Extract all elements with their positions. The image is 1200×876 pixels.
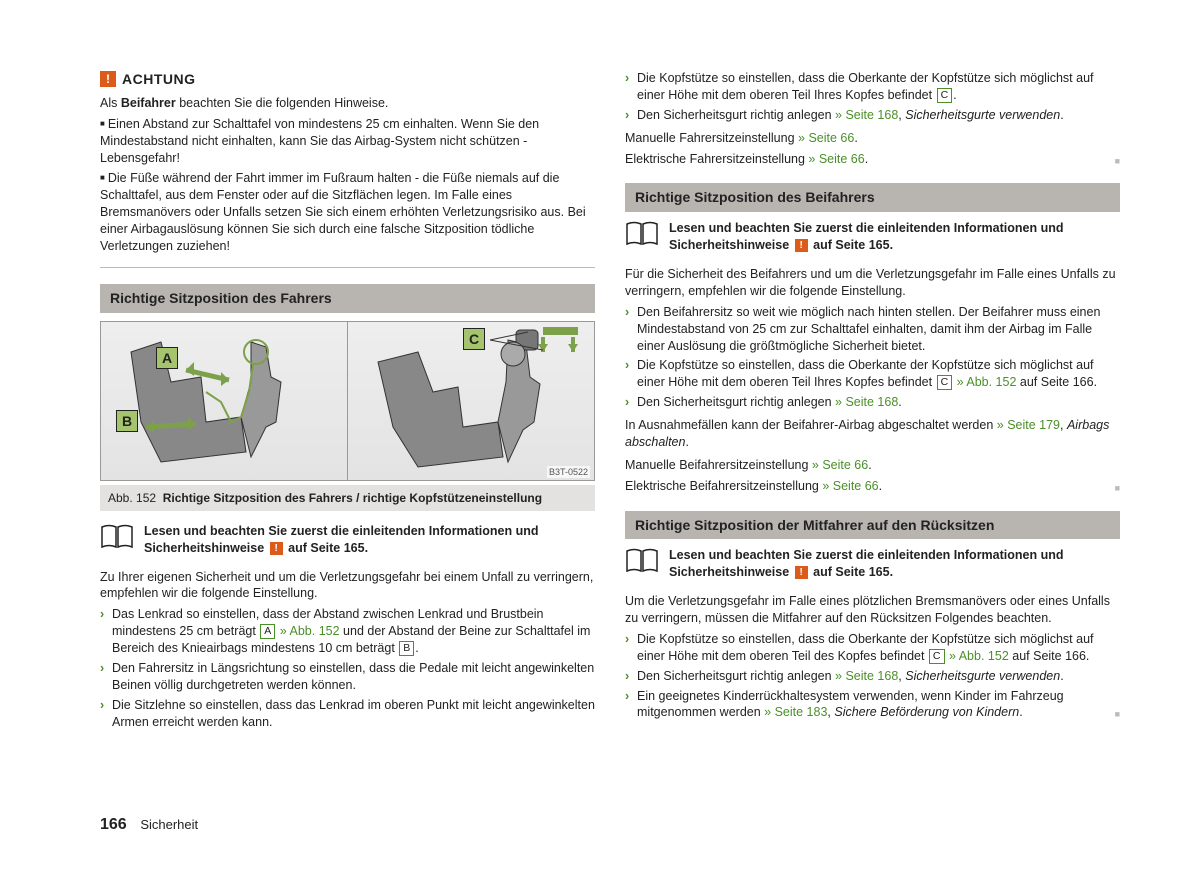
end-marker-icon: ■	[1115, 482, 1120, 494]
driver-intro: Zu Ihrer eigenen Sicherheit und um die V…	[100, 569, 595, 603]
figure-152: A B C B3T-0522	[100, 321, 595, 481]
list-item: Den Sicherheitsgurt richtig anlegen » Se…	[625, 107, 1120, 124]
achtung-header: ! ACHTUNG	[100, 70, 595, 89]
passenger-intro: Für die Sicherheit des Beifahrers und um…	[625, 266, 1120, 300]
key-a: A	[260, 624, 275, 639]
rear-intro: Um die Verletzungsgefahr im Falle eines …	[625, 593, 1120, 627]
page-number: 166	[100, 816, 127, 833]
read-first-block-2: Lesen und beachten Sie zuerst die einlei…	[625, 220, 1120, 254]
key-c: C	[937, 375, 953, 390]
manual-passenger-seat: Manuelle Beifahrersitzeinstellung » Seit…	[625, 457, 1120, 474]
passenger-list: Den Beifahrersitz so weit wie möglich na…	[625, 304, 1120, 411]
list-item: Die Kopfstütze so einstellen, dass die O…	[625, 631, 1120, 665]
read-first-text-2: Lesen und beachten Sie zuerst die einlei…	[669, 220, 1064, 254]
achtung-bullet-1: ■Einen Abstand zur Schalttafel von minde…	[100, 116, 595, 167]
list-item: Den Beifahrersitz so weit wie möglich na…	[625, 304, 1120, 355]
achtung-title: ACHTUNG	[122, 70, 196, 89]
figure-label-c: C	[463, 328, 485, 350]
page: ! ACHTUNG Als Beifahrer beachten Sie die…	[0, 0, 1200, 733]
left-column: ! ACHTUNG Als Beifahrer beachten Sie die…	[100, 70, 595, 733]
section-title-driver: Richtige Sitzposition des Fahrers	[100, 284, 595, 313]
list-item: Die Sitzlehne so einstellen, dass das Le…	[100, 697, 595, 731]
list-item: Das Lenkrad so einstellen, dass der Abst…	[100, 606, 595, 657]
page-footer: 166 Sicherheit	[100, 814, 198, 836]
read-first-block-3: Lesen und beachten Sie zuerst die einlei…	[625, 547, 1120, 581]
driver-list-cont: Die Kopfstütze so einstellen, dass die O…	[625, 70, 1120, 124]
achtung-block: ! ACHTUNG Als Beifahrer beachten Sie die…	[100, 70, 595, 268]
read-first-text-3: Lesen und beachten Sie zuerst die einlei…	[669, 547, 1064, 581]
section-title-passenger: Richtige Sitzposition des Beifahrers	[625, 183, 1120, 212]
manual-driver-seat: Manuelle Fahrersitzeinstellung » Seite 6…	[625, 130, 1120, 147]
warning-icon: !	[270, 542, 283, 555]
book-icon	[100, 523, 134, 549]
list-item: Ein geeignetes Kinderrückhaltesystem ver…	[625, 688, 1120, 722]
figure-label-a: A	[156, 347, 178, 369]
book-icon	[625, 220, 659, 246]
list-item: Die Kopfstütze so einstellen, dass die O…	[625, 357, 1120, 391]
electric-driver-seat: Elektrische Fahrersitzeinstellung » Seit…	[625, 151, 1120, 168]
list-item: Den Sicherheitsgurt richtig anlegen » Se…	[625, 394, 1120, 411]
figure-caption: Abb. 152 Richtige Sitzposition des Fahre…	[100, 485, 595, 511]
read-first-block: Lesen und beachten Sie zuerst die einlei…	[100, 523, 595, 557]
right-column: Die Kopfstütze so einstellen, dass die O…	[625, 70, 1120, 733]
achtung-bullet-2: ■Die Füße während der Fahrt immer im Fuß…	[100, 170, 595, 254]
driver-list: Das Lenkrad so einstellen, dass der Abst…	[100, 606, 595, 730]
key-c: C	[929, 649, 945, 664]
key-b: B	[399, 641, 414, 656]
list-item: Die Kopfstütze so einstellen, dass die O…	[625, 70, 1120, 104]
book-icon	[625, 547, 659, 573]
read-first-text: Lesen und beachten Sie zuerst die einlei…	[144, 523, 539, 557]
achtung-intro: Als Beifahrer beachten Sie die folgenden…	[100, 95, 595, 112]
warning-icon: !	[795, 239, 808, 252]
chapter-name: Sicherheit	[140, 817, 198, 832]
key-c: C	[937, 88, 953, 103]
section-title-rear: Richtige Sitzposition der Mitfahrer auf …	[625, 511, 1120, 540]
end-marker-icon: ■	[1115, 708, 1120, 720]
list-item: Den Sicherheitsgurt richtig anlegen » Se…	[625, 668, 1120, 685]
figure-left-panel: A B	[101, 322, 348, 480]
end-marker-icon: ■	[1115, 155, 1120, 167]
figure-code: B3T-0522	[547, 466, 590, 478]
passenger-airbag-note: In Ausnahmefällen kann der Beifahrer-Air…	[625, 417, 1120, 451]
rear-list: Die Kopfstütze so einstellen, dass die O…	[625, 631, 1120, 721]
seat-diagram-left	[101, 322, 348, 480]
achtung-body: Als Beifahrer beachten Sie die folgenden…	[100, 95, 595, 255]
figure-label-b: B	[116, 410, 138, 432]
warning-icon: !	[100, 71, 116, 87]
list-item: Den Fahrersitz in Längsrichtung so einst…	[100, 660, 595, 694]
figure-right-panel: C B3T-0522	[348, 322, 594, 480]
electric-passenger-seat: Elektrische Beifahrersitzeinstellung » S…	[625, 478, 1120, 495]
warning-icon: !	[795, 566, 808, 579]
